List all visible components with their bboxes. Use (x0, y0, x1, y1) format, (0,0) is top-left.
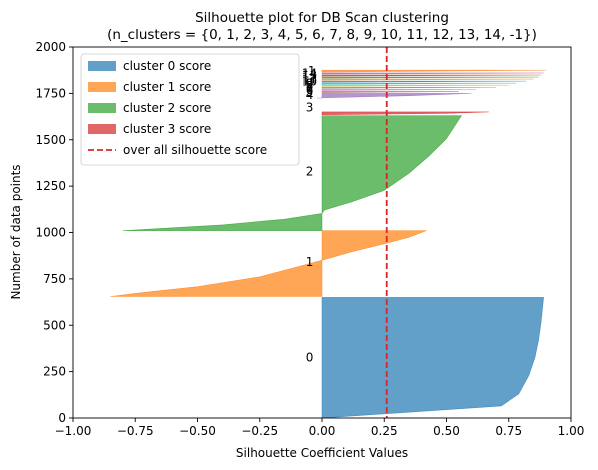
x-tick-label: 1.00 (558, 424, 585, 438)
legend-label: cluster 1 score (123, 80, 211, 94)
silhouette-cluster-12 (322, 77, 539, 78)
legend-swatch (88, 124, 116, 134)
legend-label: cluster 2 score (123, 101, 211, 115)
cluster-label-1: 1 (306, 255, 314, 269)
silhouette-cluster-5 (322, 92, 459, 93)
legend: cluster 0 score cluster 1 score cluster 2 … (81, 54, 299, 165)
chart-title: Silhouette plot for DB Scan clustering (195, 10, 449, 26)
x-tick-label: 0.75 (495, 424, 522, 438)
legend-label: cluster 3 score (123, 122, 211, 136)
y-tick-label: 2000 (35, 40, 66, 54)
x-tick-label: 0.50 (433, 424, 460, 438)
silhouette-cluster-11 (322, 79, 534, 80)
y-tick-label: 250 (43, 365, 66, 379)
silhouette-cluster-10 (322, 81, 526, 82)
x-tick-label: −0.25 (241, 424, 278, 438)
silhouette-cluster-13 (322, 75, 541, 76)
chart-subtitle: (n_clusters = {0, 1, 2, 3, 4, 5, 6, 7, 8… (107, 27, 537, 43)
silhouette-cluster-1 (110, 231, 426, 297)
x-axis-label: Silhouette Coefficient Values (236, 446, 408, 460)
legend-label: cluster 0 score (123, 59, 211, 73)
silhouette-cluster-8 (322, 85, 509, 86)
x-axis: −1.00 −0.75 −0.50 −0.25 0.00 0.25 0.50 0.75 1.00 (55, 418, 585, 438)
silhouette-cluster-3 (322, 112, 489, 115)
y-tick-label: 1500 (35, 133, 66, 147)
silhouette-cluster-0 (322, 297, 544, 418)
cluster-label-0: 0 (306, 351, 314, 365)
silhouette-cluster-9 (322, 83, 516, 84)
x-tick-label: −0.75 (117, 424, 154, 438)
legend-swatch (88, 82, 116, 92)
silhouette-cluster-4 (317, 93, 471, 98)
x-tick-label: 0.00 (309, 424, 336, 438)
x-tick-label: 0.25 (371, 424, 398, 438)
cluster-label--1: -1 (304, 64, 316, 78)
silhouette-cluster-14 (322, 73, 544, 74)
x-tick-label: −0.50 (179, 424, 216, 438)
legend-swatch (88, 103, 116, 113)
y-tick-label: 1000 (35, 226, 66, 240)
x-tick-label: −1.00 (55, 424, 92, 438)
y-axis-label: Number of data points (9, 164, 23, 299)
silhouette-cluster-7 (322, 87, 496, 88)
cluster-label-3: 3 (306, 100, 314, 114)
legend-label: over all silhouette score (123, 143, 267, 157)
silhouette-cluster-6 (322, 89, 476, 90)
y-tick-label: 0 (58, 411, 66, 425)
cluster-label-2: 2 (306, 164, 314, 178)
silhouette-cluster--1 (322, 70, 546, 72)
y-tick-label: 1250 (35, 179, 66, 193)
y-tick-label: 500 (43, 318, 66, 332)
y-tick-label: 750 (43, 272, 66, 286)
legend-swatch (88, 61, 116, 71)
y-tick-label: 1750 (35, 86, 66, 100)
y-axis: 0 250 500 750 1000 1250 1500 1750 2000 (35, 40, 73, 425)
